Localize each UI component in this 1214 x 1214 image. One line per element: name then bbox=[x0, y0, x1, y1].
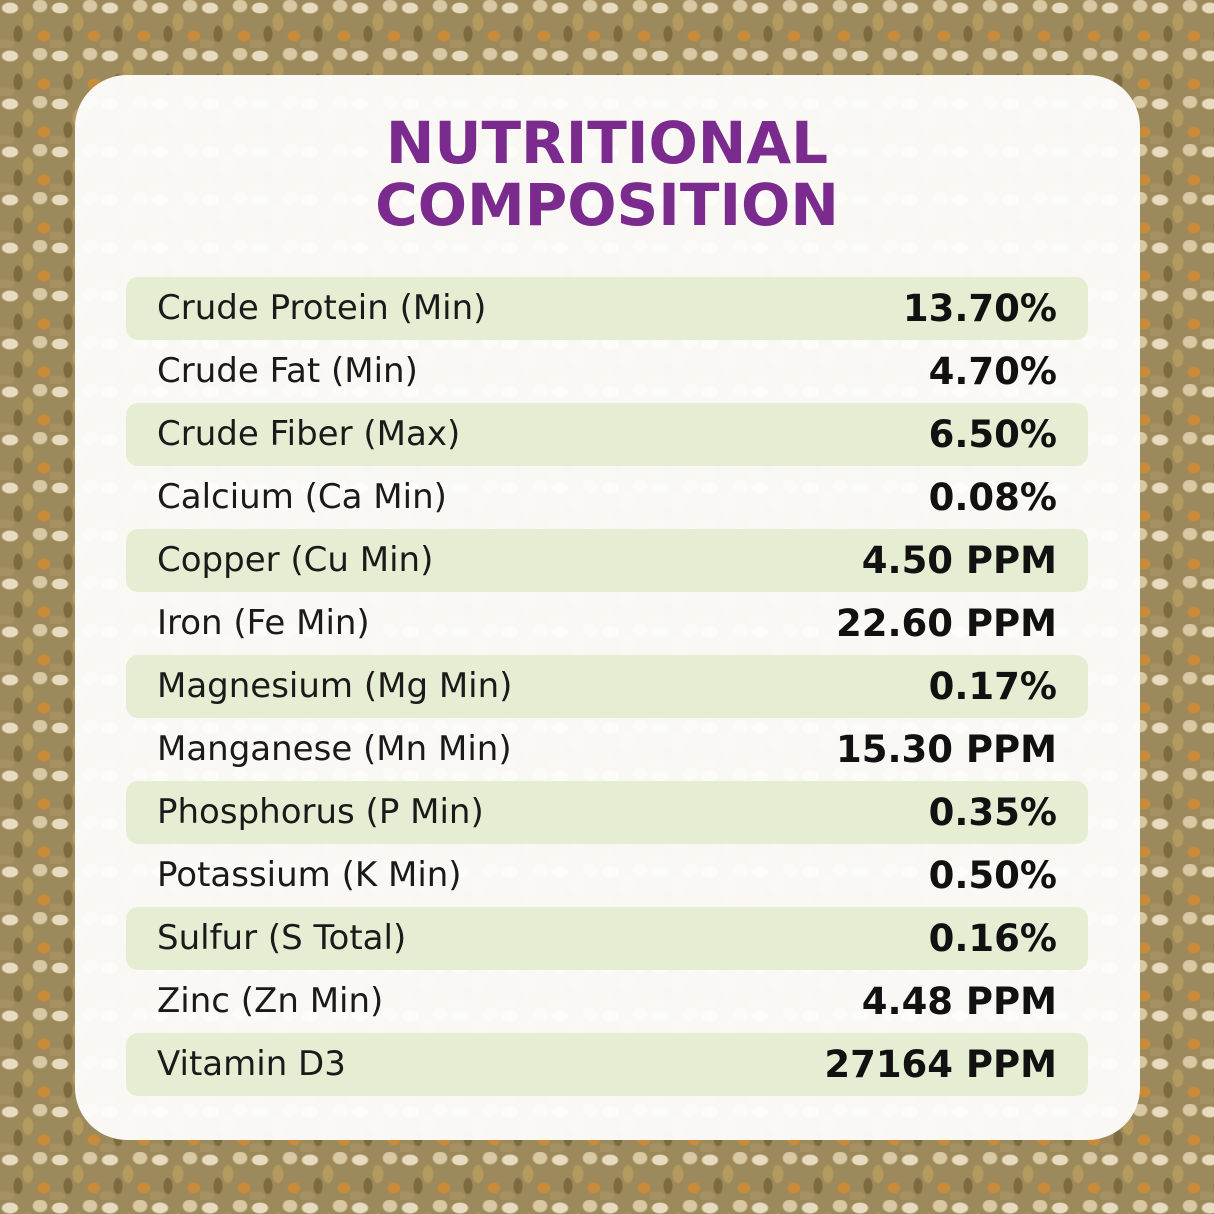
table-row: Manganese (Mn Min) 15.30 PPM bbox=[126, 718, 1088, 781]
nutrient-value: 0.35% bbox=[928, 791, 1057, 834]
table-row: Phosphorus (P Min) 0.35% bbox=[126, 781, 1088, 844]
table-row: Iron (Fe Min) 22.60 PPM bbox=[126, 592, 1088, 655]
table-row: Sulfur (S Total) 0.16% bbox=[126, 907, 1088, 970]
table-row: Copper (Cu Min) 4.50 PPM bbox=[126, 529, 1088, 592]
nutrient-name: Vitamin D3 bbox=[157, 1044, 346, 1084]
nutrient-name: Iron (Fe Min) bbox=[157, 603, 370, 643]
nutrient-name: Phosphorus (P Min) bbox=[157, 792, 484, 832]
nutrient-name: Potassium (K Min) bbox=[157, 855, 462, 895]
nutrient-value: 0.17% bbox=[928, 665, 1057, 708]
table-row: Vitamin D3 27164 PPM bbox=[126, 1033, 1088, 1096]
nutrient-name: Sulfur (S Total) bbox=[157, 918, 407, 958]
nutrient-name: Manganese (Mn Min) bbox=[157, 729, 512, 769]
table-row: Crude Fat (Min) 4.70% bbox=[126, 340, 1088, 403]
nutrient-name: Calcium (Ca Min) bbox=[157, 477, 447, 517]
nutrient-name: Copper (Cu Min) bbox=[157, 540, 434, 580]
nutrient-name: Magnesium (Mg Min) bbox=[157, 666, 513, 706]
nutrient-value: 4.48 PPM bbox=[861, 980, 1057, 1023]
nutrient-value: 4.70% bbox=[928, 350, 1057, 393]
table-row: Calcium (Ca Min) 0.08% bbox=[126, 466, 1088, 529]
title: NUTRITIONAL COMPOSITION bbox=[375, 109, 839, 239]
table-row: Potassium (K Min) 0.50% bbox=[126, 844, 1088, 907]
nutrient-value: 0.08% bbox=[928, 476, 1057, 519]
nutrient-name: Crude Fiber (Max) bbox=[157, 414, 461, 454]
nutrient-value: 15.30 PPM bbox=[836, 728, 1057, 771]
nutrient-value: 13.70% bbox=[902, 287, 1057, 330]
table-row: Crude Protein (Min) 13.70% bbox=[126, 277, 1088, 340]
nutrient-name: Crude Protein (Min) bbox=[157, 288, 487, 328]
table-row: Magnesium (Mg Min) 0.17% bbox=[126, 655, 1088, 718]
nutrient-name: Crude Fat (Min) bbox=[157, 351, 418, 391]
table-row: Crude Fiber (Max) 6.50% bbox=[126, 403, 1088, 466]
nutrient-value: 27164 PPM bbox=[824, 1043, 1057, 1086]
nutrient-value: 0.50% bbox=[928, 854, 1057, 897]
nutrient-value: 22.60 PPM bbox=[836, 602, 1057, 645]
table-row: Zinc (Zn Min) 4.48 PPM bbox=[126, 970, 1088, 1033]
table: Crude Protein (Min) 13.70% Crude Fat (Min)… bbox=[126, 277, 1088, 1096]
nutrient-value: 4.50 PPM bbox=[861, 539, 1057, 582]
nutrient-name: Zinc (Zn Min) bbox=[157, 981, 384, 1021]
nutrient-value: 6.50% bbox=[928, 413, 1057, 456]
nutrient-value: 0.16% bbox=[928, 917, 1057, 960]
